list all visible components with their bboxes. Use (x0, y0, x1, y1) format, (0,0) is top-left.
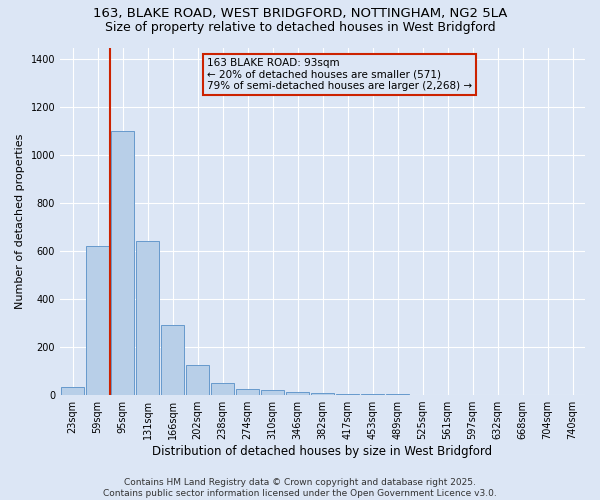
Bar (186, 364, 209, 394)
Bar (236, 388, 259, 394)
Text: Contains HM Land Registry data © Crown copyright and database right 2025.
Contai: Contains HM Land Registry data © Crown c… (103, 478, 497, 498)
Y-axis label: Number of detached properties: Number of detached properties (15, 134, 25, 308)
Text: 163, BLAKE ROAD, WEST BRIDGFORD, NOTTINGHAM, NG2 5LA: 163, BLAKE ROAD, WEST BRIDGFORD, NOTTING… (93, 8, 507, 20)
X-axis label: Distribution of detached houses by size in West Bridgford: Distribution of detached houses by size … (152, 444, 493, 458)
Bar (61, 388, 84, 394)
Text: Size of property relative to detached houses in West Bridgford: Size of property relative to detached ho… (104, 21, 496, 34)
Bar (111, 132, 134, 394)
Bar (161, 325, 184, 394)
Bar (211, 383, 234, 394)
Text: 163 BLAKE ROAD: 93sqm
← 20% of detached houses are smaller (571)
79% of semi-det: 163 BLAKE ROAD: 93sqm ← 20% of detached … (207, 58, 472, 91)
Bar (286, 392, 309, 394)
Bar (136, 242, 159, 394)
Bar (86, 246, 109, 394)
Bar (261, 390, 284, 394)
